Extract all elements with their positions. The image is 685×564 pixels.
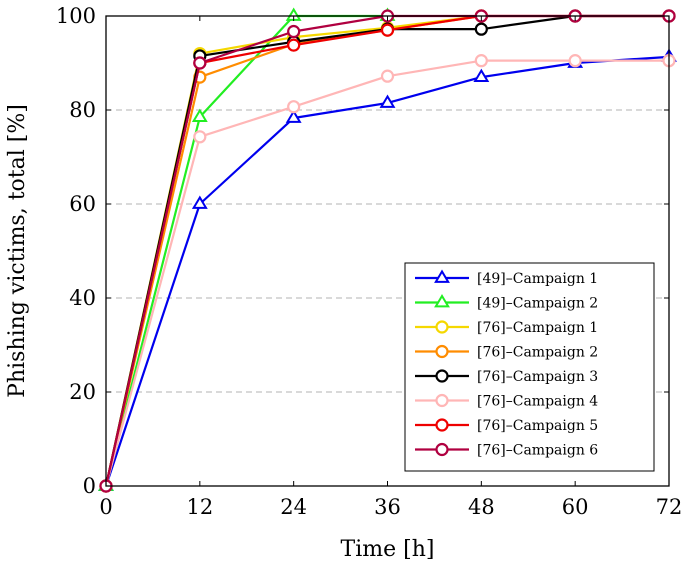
x-tick-label: 12 xyxy=(186,495,213,519)
legend-label: [76]–Campaign 4 xyxy=(477,394,598,410)
y-tick-label: 100 xyxy=(56,4,96,28)
legend-item: [76]–Campaign 3 xyxy=(415,369,598,385)
data-point xyxy=(380,23,395,37)
y-tick-label: 80 xyxy=(69,98,96,122)
data-point xyxy=(287,100,301,114)
legend-item: [76]–Campaign 1 xyxy=(415,320,598,336)
data-point xyxy=(191,195,208,209)
y-axis-label: Phishing victims, total [%] xyxy=(5,104,30,398)
y-tick-label: 0 xyxy=(83,474,96,498)
x-tick-label: 60 xyxy=(562,495,589,519)
x-tick-label: 0 xyxy=(99,495,112,519)
data-point xyxy=(287,24,301,39)
data-point xyxy=(474,22,488,36)
data-point xyxy=(193,130,207,144)
data-point xyxy=(380,69,395,83)
x-axis-label: Time [h] xyxy=(341,537,435,562)
legend-marker xyxy=(435,442,449,457)
y-tick-label: 40 xyxy=(69,286,96,310)
data-point xyxy=(473,68,490,82)
legend: [49]–Campaign 1 [49]–Campaign 2 [76]–Campa… xyxy=(404,262,655,472)
data-point xyxy=(193,56,207,70)
data-point xyxy=(568,54,582,68)
x-tick-label: 24 xyxy=(280,495,307,519)
legend-label: [76]–Campaign 5 xyxy=(477,418,598,434)
legend-item: [76]–Campaign 6 xyxy=(415,443,598,459)
data-point xyxy=(379,94,396,108)
legend-label: [76]–Campaign 3 xyxy=(477,369,598,385)
legend-marker xyxy=(435,344,449,359)
legend-label: [49]–Campaign 2 xyxy=(477,296,598,312)
axis-ticks: 0 12 24 36 48 60 72 0 20 40 60 80 100 xyxy=(56,4,682,519)
legend-marker xyxy=(434,294,450,308)
data-point xyxy=(474,54,488,68)
x-tick-label: 48 xyxy=(468,495,495,519)
legend-item: [76]–Campaign 5 xyxy=(415,418,598,434)
y-tick-label: 60 xyxy=(69,192,96,216)
legend-item: [49]–Campaign 2 xyxy=(415,294,598,312)
legend-marker xyxy=(435,320,449,334)
legend-label: [76]–Campaign 6 xyxy=(477,443,598,459)
series-line xyxy=(104,14,388,487)
legend-marker xyxy=(435,369,449,383)
x-tick-label: 36 xyxy=(374,495,401,519)
legend-item: [76]–Campaign 2 xyxy=(415,345,598,361)
legend-box xyxy=(404,262,655,472)
series-2 xyxy=(98,7,396,491)
legend-label: [76]–Campaign 2 xyxy=(477,345,598,361)
y-tick-label: 20 xyxy=(69,380,96,404)
legend-marker xyxy=(434,269,450,283)
legend-item: [76]–Campaign 4 xyxy=(415,394,598,410)
legend-marker xyxy=(435,393,449,408)
legend-label: [49]–Campaign 1 xyxy=(477,271,598,287)
x-tick-label: 72 xyxy=(656,495,683,519)
data-point xyxy=(191,108,208,122)
data-point xyxy=(287,38,301,52)
legend-item: [49]–Campaign 1 xyxy=(415,269,598,287)
legend-label: [76]–Campaign 1 xyxy=(477,320,598,336)
data-point xyxy=(285,109,302,123)
legend-marker xyxy=(435,418,449,432)
